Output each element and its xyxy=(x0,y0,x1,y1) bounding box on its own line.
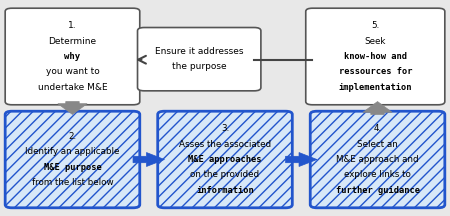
FancyBboxPatch shape xyxy=(138,27,261,91)
Text: 1.: 1. xyxy=(68,21,77,30)
Text: 2.: 2. xyxy=(68,132,76,141)
Text: Asses the associated: Asses the associated xyxy=(179,140,271,149)
FancyBboxPatch shape xyxy=(5,8,140,105)
Text: information: information xyxy=(196,186,254,195)
Text: explore links to: explore links to xyxy=(344,170,411,179)
FancyBboxPatch shape xyxy=(158,111,292,208)
Text: know-how and: know-how and xyxy=(344,52,407,61)
FancyBboxPatch shape xyxy=(5,111,140,208)
Text: why: why xyxy=(64,52,81,61)
Text: further guidance: further guidance xyxy=(336,186,419,195)
Text: Ensure it addresses: Ensure it addresses xyxy=(155,47,243,56)
Text: M&E approach and: M&E approach and xyxy=(336,155,419,164)
Text: undertake M&E: undertake M&E xyxy=(38,83,107,92)
Text: M&E purpose: M&E purpose xyxy=(44,163,101,172)
Text: Identify an applicable: Identify an applicable xyxy=(25,147,120,156)
FancyBboxPatch shape xyxy=(306,8,445,105)
Text: on the provided: on the provided xyxy=(190,170,260,179)
Text: Select an: Select an xyxy=(357,140,398,149)
Text: implementation: implementation xyxy=(338,83,412,92)
Text: the purpose: the purpose xyxy=(172,62,226,71)
Text: from the list below: from the list below xyxy=(32,178,113,187)
Text: ressources for: ressources for xyxy=(338,67,412,76)
Text: Determine: Determine xyxy=(49,37,97,46)
Polygon shape xyxy=(58,102,87,114)
Polygon shape xyxy=(363,102,392,114)
FancyBboxPatch shape xyxy=(310,111,445,208)
Text: 4.: 4. xyxy=(374,124,382,133)
Text: 5.: 5. xyxy=(371,21,379,30)
Text: you want to: you want to xyxy=(45,67,99,76)
Text: 3.: 3. xyxy=(221,124,229,133)
Polygon shape xyxy=(286,152,317,167)
Polygon shape xyxy=(133,152,164,167)
Text: Seek: Seek xyxy=(364,37,386,46)
Text: M&E approaches: M&E approaches xyxy=(188,155,262,164)
